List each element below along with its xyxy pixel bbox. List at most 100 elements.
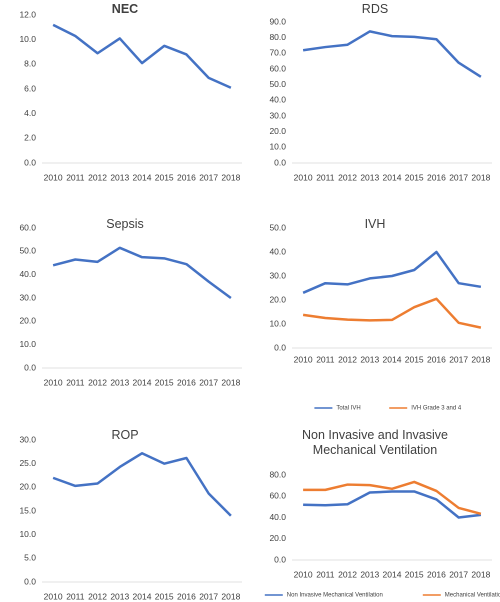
y-tick-label: 10.0 xyxy=(19,529,36,539)
x-tick-label: 2018 xyxy=(471,172,490,182)
x-tick-label: 2018 xyxy=(221,591,240,601)
y-tick-label: 8.0 xyxy=(24,59,36,69)
x-tick-label: 2011 xyxy=(66,377,85,387)
x-tick-label: 2017 xyxy=(449,569,468,579)
data-line xyxy=(52,246,232,300)
y-tick-label: 60.0 xyxy=(19,222,36,232)
legend-label: Mechanical Ventilation xyxy=(445,593,500,599)
legend-label: IVH Grade 3 and 4 xyxy=(411,406,462,412)
x-tick-label: 2011 xyxy=(66,172,85,182)
y-tick-label: 70.0 xyxy=(269,48,286,58)
x-tick-label: 2014 xyxy=(383,569,402,579)
x-tick-label: 2012 xyxy=(88,172,107,182)
y-tick-label: 0.0 xyxy=(274,342,286,352)
x-tick-label: 2010 xyxy=(44,172,63,182)
x-tick-label: 2017 xyxy=(449,354,468,364)
y-tick-label: 15.0 xyxy=(19,505,36,515)
x-tick-label: 2016 xyxy=(427,354,446,364)
y-tick-label: 50.0 xyxy=(269,222,286,232)
x-tick-label: 2016 xyxy=(427,569,446,579)
y-tick-label: 20.0 xyxy=(269,126,286,136)
data-line xyxy=(52,23,232,89)
x-tick-label: 2014 xyxy=(133,377,152,387)
y-tick-label: 0.0 xyxy=(24,576,36,586)
legend-label: Total IVH xyxy=(336,406,360,412)
x-tick-label: 2012 xyxy=(338,172,357,182)
y-tick-label: 40.0 xyxy=(269,95,286,105)
x-tick-label: 2011 xyxy=(316,569,335,579)
y-tick-label: 60.0 xyxy=(269,63,286,73)
x-tick-label: 2013 xyxy=(110,172,129,182)
y-tick-label: 30.0 xyxy=(269,110,286,120)
legend-label: Non Invasive Mechanical Ventilation xyxy=(287,593,383,599)
y-tick-label: 30.0 xyxy=(19,434,36,444)
x-tick-label: 2011 xyxy=(316,354,335,364)
y-tick-label: 0.0 xyxy=(274,157,286,167)
x-tick-label: 2012 xyxy=(338,569,357,579)
y-tick-label: 4.0 xyxy=(24,108,36,118)
x-tick-label: 2014 xyxy=(133,591,152,601)
x-tick-label: 2011 xyxy=(316,172,335,182)
chart-title: IVH xyxy=(364,217,386,231)
x-tick-label: 2010 xyxy=(44,377,63,387)
data-line xyxy=(302,30,482,78)
y-tick-label: 80.0 xyxy=(269,32,286,42)
y-tick-label: 60.0 xyxy=(269,491,286,501)
x-tick-label: 2015 xyxy=(155,377,174,387)
y-tick-label: 20.0 xyxy=(269,533,286,543)
data-line xyxy=(302,297,482,329)
y-tick-label: 10.0 xyxy=(269,318,286,328)
x-tick-label: 2012 xyxy=(338,354,357,364)
data-line xyxy=(52,452,232,517)
x-tick-label: 2013 xyxy=(360,172,379,182)
x-tick-label: 2010 xyxy=(294,172,313,182)
y-tick-label: 10.0 xyxy=(19,34,36,44)
x-tick-label: 2013 xyxy=(360,354,379,364)
chart-title: Non Invasive and Invasive Mechanical Ven… xyxy=(302,428,448,457)
data-line xyxy=(303,490,482,519)
y-tick-label: 20.0 xyxy=(269,294,286,304)
y-tick-label: 30.0 xyxy=(269,270,286,280)
x-tick-label: 2016 xyxy=(177,172,196,182)
chart-title: RDS xyxy=(361,2,389,16)
x-tick-label: 2018 xyxy=(471,354,490,364)
y-tick-label: 80.0 xyxy=(269,469,286,479)
x-tick-label: 2015 xyxy=(405,172,424,182)
x-tick-label: 2010 xyxy=(294,354,313,364)
x-tick-label: 2013 xyxy=(110,377,129,387)
x-tick-label: 2018 xyxy=(471,569,490,579)
x-tick-label: 2017 xyxy=(449,172,468,182)
y-tick-label: 5.0 xyxy=(24,553,36,563)
x-tick-label: 2016 xyxy=(177,377,196,387)
x-tick-label: 2014 xyxy=(383,172,402,182)
x-tick-label: 2010 xyxy=(44,591,63,601)
y-tick-label: 0.0 xyxy=(274,554,286,564)
x-tick-label: 2014 xyxy=(133,172,152,182)
y-tick-label: 10.0 xyxy=(269,142,286,152)
y-tick-label: 90.0 xyxy=(269,16,286,26)
x-tick-label: 2015 xyxy=(155,591,174,601)
data-line xyxy=(303,480,482,515)
chart-title: NEC xyxy=(111,2,139,16)
x-tick-label: 2017 xyxy=(199,172,218,182)
y-tick-label: 2.0 xyxy=(24,133,36,143)
x-tick-label: 2012 xyxy=(88,591,107,601)
y-tick-label: 25.0 xyxy=(19,458,36,468)
x-tick-label: 2010 xyxy=(294,569,313,579)
y-tick-label: 0.0 xyxy=(24,362,36,372)
y-tick-label: 50.0 xyxy=(19,246,36,256)
x-tick-label: 2012 xyxy=(88,377,107,387)
chart-title: ROP xyxy=(111,428,139,442)
y-tick-label: 40.0 xyxy=(269,512,286,522)
y-tick-label: 40.0 xyxy=(269,246,286,256)
y-tick-label: 50.0 xyxy=(269,79,286,89)
chart-title: Sepsis xyxy=(106,217,144,231)
x-tick-label: 2017 xyxy=(199,377,218,387)
x-tick-label: 2018 xyxy=(221,377,240,387)
x-tick-label: 2015 xyxy=(405,354,424,364)
data-line xyxy=(302,250,482,294)
x-tick-label: 2014 xyxy=(383,354,402,364)
x-tick-label: 2015 xyxy=(405,569,424,579)
